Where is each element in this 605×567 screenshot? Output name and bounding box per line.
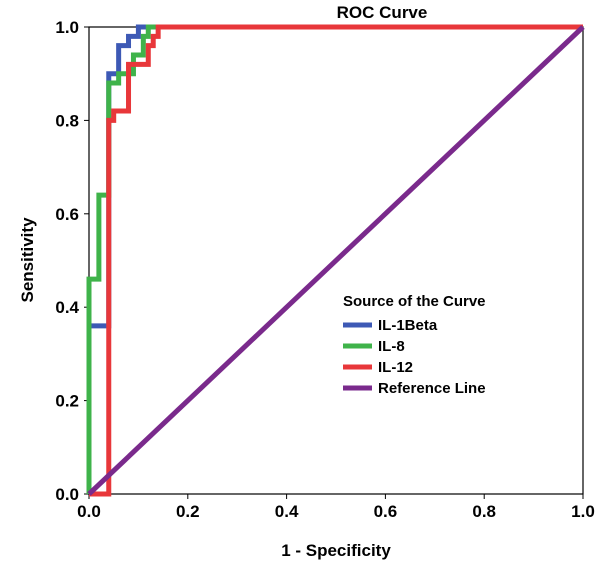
legend-label: IL-12 [378, 359, 413, 376]
legend-items: IL-1Beta IL-8 IL-12 Reference Line [343, 317, 486, 397]
series-line-il-12 [89, 24, 583, 497]
y-tick-label: 0.8 [55, 111, 79, 130]
series-line-il-8 [86, 24, 583, 494]
x-tick-label: 0.6 [374, 502, 398, 521]
x-tick-label: 0.4 [275, 502, 299, 521]
series-layer [86, 24, 585, 497]
y-tick-label: 1.0 [55, 18, 79, 37]
y-tick-label: 0.6 [55, 205, 79, 224]
y-axis-title: Sensitivity [18, 217, 37, 303]
series-line-il-1beta [86, 24, 583, 494]
legend-label: Reference Line [378, 380, 486, 397]
legend: Source of the Curve IL-1Beta IL-8 IL-12 Ref… [343, 293, 486, 397]
y-axis-ticks: 0.0 0.2 0.4 0.6 0.8 1.0 [55, 18, 89, 504]
legend-label: IL-8 [378, 338, 405, 355]
chart-title: ROC Curve [337, 3, 428, 22]
y-tick-label: 0.2 [55, 392, 79, 411]
series-line-reference-line [87, 25, 585, 496]
x-axis-title: 1 - Specificity [281, 541, 391, 560]
x-tick-label: 0.0 [77, 502, 101, 521]
x-axis-ticks: 0.0 0.2 0.4 0.6 0.8 1.0 [77, 494, 595, 521]
x-tick-label: 0.2 [176, 502, 200, 521]
y-tick-label: 0.4 [55, 298, 79, 317]
y-tick-label: 0.0 [55, 485, 79, 504]
x-tick-label: 0.8 [472, 502, 496, 521]
legend-title: Source of the Curve [343, 293, 486, 310]
legend-label: IL-1Beta [378, 317, 438, 334]
x-tick-label: 1.0 [571, 502, 595, 521]
